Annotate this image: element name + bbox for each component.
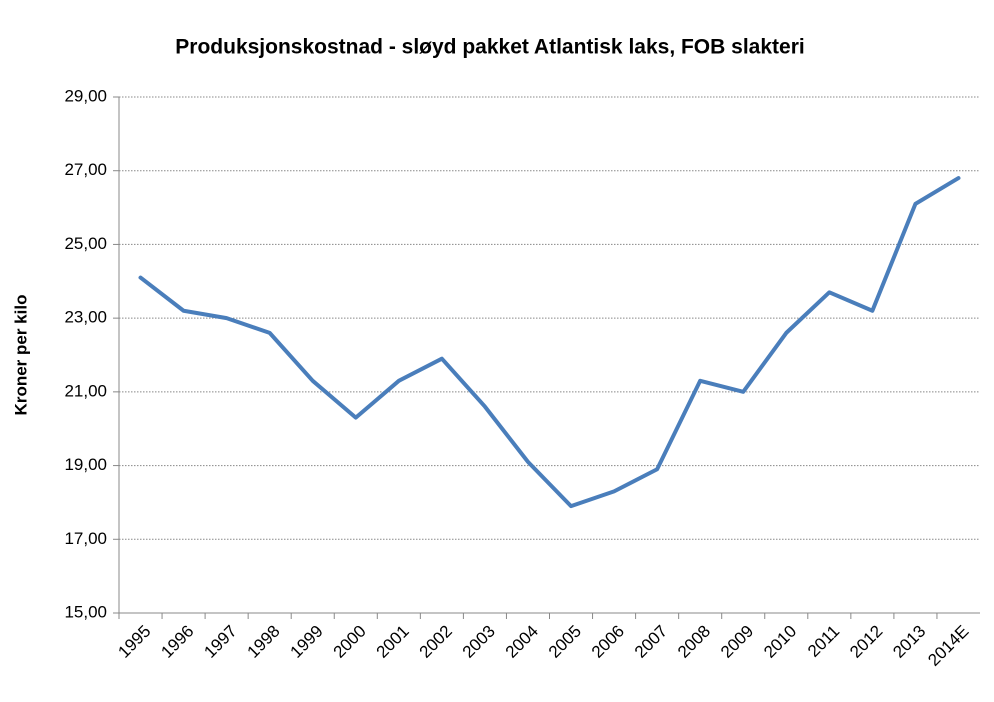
y-axis-label: Kroner per kilo — [11, 295, 30, 416]
x-tick-label: 1995 — [114, 622, 154, 662]
x-tick-label: 2002 — [416, 622, 456, 662]
x-tick-label: 2005 — [545, 622, 585, 662]
y-tick-label: 19,00 — [64, 455, 107, 474]
x-tick-label: 2013 — [889, 622, 929, 662]
x-tick-label: 1997 — [200, 622, 240, 662]
chart-title: Produksjonskostnad - sløyd pakket Atlant… — [175, 36, 804, 59]
y-tick-label: 21,00 — [64, 381, 107, 400]
y-tick-label: 17,00 — [64, 529, 107, 548]
x-tick-label: 2014E — [924, 622, 972, 670]
x-tick-label: 2009 — [717, 622, 757, 662]
x-tick-label: 2012 — [846, 622, 886, 662]
y-tick-label: 23,00 — [64, 308, 107, 327]
x-tick-label: 2000 — [330, 622, 370, 662]
x-tick-label: 2004 — [502, 622, 542, 662]
x-tick-label: 2008 — [674, 622, 714, 662]
x-tick-label: 2007 — [631, 622, 671, 662]
x-tick-label: 2001 — [373, 622, 413, 662]
x-tick-label: 1999 — [287, 622, 327, 662]
x-tick-label: 1996 — [157, 622, 197, 662]
x-tick-label: 2006 — [588, 622, 628, 662]
line-series — [138, 176, 961, 509]
y-tick-label: 25,00 — [64, 234, 107, 253]
x-tick-label: 2011 — [804, 622, 843, 661]
x-tick-label: 2010 — [760, 622, 800, 662]
x-tick-label: 2003 — [459, 622, 499, 662]
x-tick-label: 1998 — [243, 622, 283, 662]
y-tick-label: 15,00 — [64, 602, 107, 621]
y-tick-label: 27,00 — [64, 160, 107, 179]
y-tick-label: 29,00 — [64, 86, 107, 105]
